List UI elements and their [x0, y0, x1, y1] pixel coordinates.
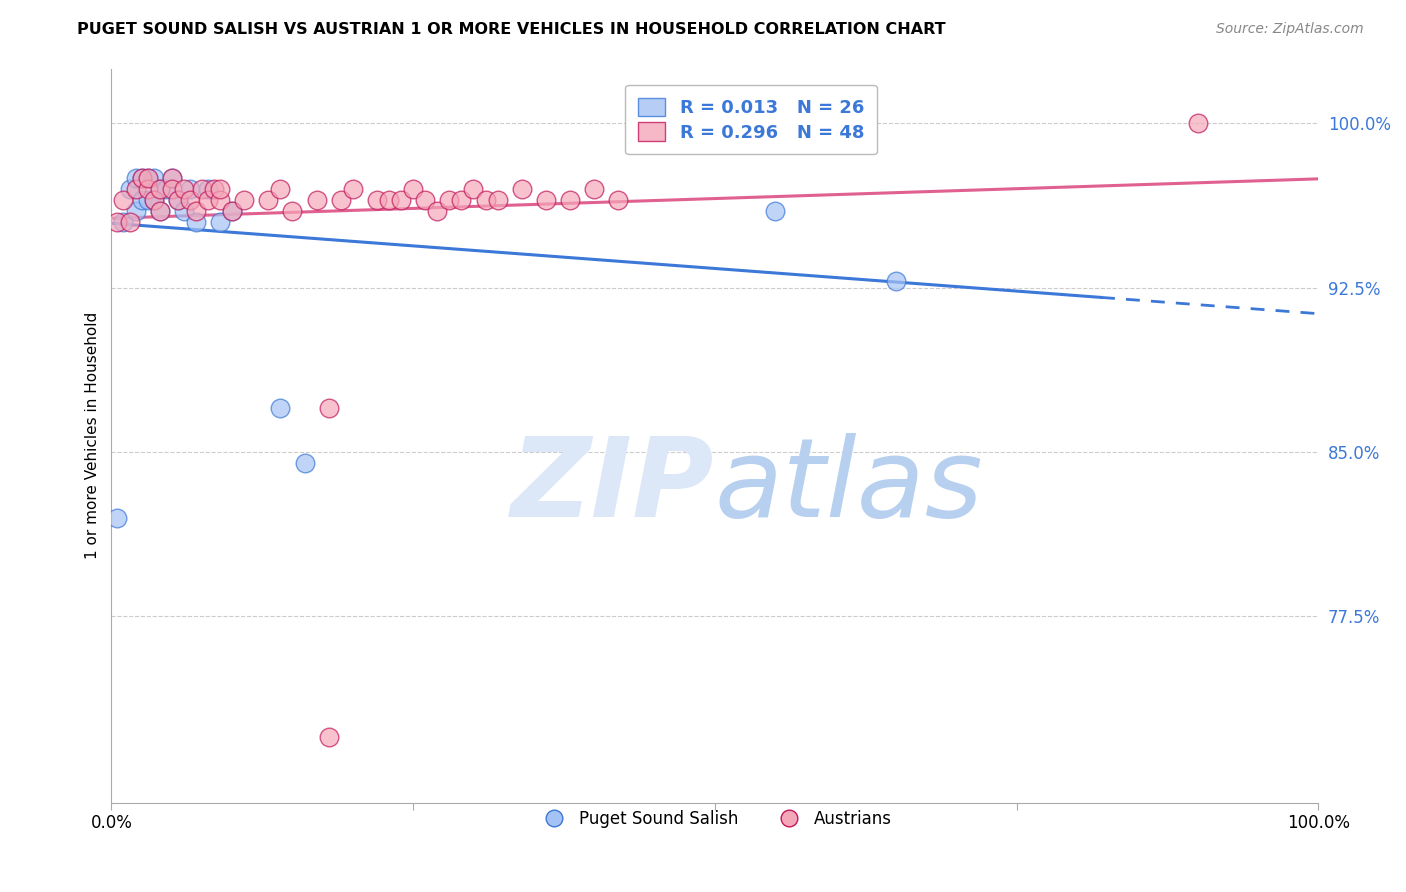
- Point: [197, 193, 219, 207]
- Point: [107, 510, 129, 524]
- Point: [142, 193, 165, 207]
- Point: [318, 401, 340, 416]
- Point: [136, 182, 159, 196]
- Point: [160, 182, 183, 196]
- Point: [155, 182, 177, 196]
- Point: [318, 730, 340, 744]
- Point: [257, 193, 280, 207]
- Point: [112, 193, 135, 207]
- Text: PUGET SOUND SALISH VS AUSTRIAN 1 OR MORE VEHICLES IN HOUSEHOLD CORRELATION CHART: PUGET SOUND SALISH VS AUSTRIAN 1 OR MORE…: [77, 22, 946, 37]
- Point: [131, 171, 153, 186]
- Point: [149, 203, 172, 218]
- Text: Source: ZipAtlas.com: Source: ZipAtlas.com: [1216, 22, 1364, 37]
- Point: [439, 193, 461, 207]
- Point: [136, 171, 159, 186]
- Point: [208, 182, 231, 196]
- Point: [136, 171, 159, 186]
- Point: [884, 274, 907, 288]
- Point: [160, 171, 183, 186]
- Point: [179, 193, 201, 207]
- Point: [149, 203, 172, 218]
- Point: [534, 193, 557, 207]
- Point: [173, 203, 195, 218]
- Point: [142, 171, 165, 186]
- Point: [281, 203, 304, 218]
- Point: [124, 182, 146, 196]
- Point: [112, 215, 135, 229]
- Point: [131, 193, 153, 207]
- Point: [607, 193, 630, 207]
- Point: [305, 193, 328, 207]
- Point: [191, 182, 214, 196]
- Point: [402, 182, 425, 196]
- Point: [413, 193, 436, 207]
- Point: [233, 193, 256, 207]
- Point: [510, 182, 533, 196]
- Point: [184, 215, 207, 229]
- Point: [583, 182, 606, 196]
- Point: [486, 193, 509, 207]
- Point: [221, 203, 243, 218]
- Point: [118, 215, 141, 229]
- Point: [173, 182, 195, 196]
- Point: [558, 193, 581, 207]
- Point: [378, 193, 401, 207]
- Point: [208, 193, 231, 207]
- Point: [166, 193, 188, 207]
- Point: [149, 182, 172, 196]
- Point: [389, 193, 412, 207]
- Point: [1187, 116, 1209, 130]
- Point: [118, 182, 141, 196]
- Point: [107, 215, 129, 229]
- Point: [136, 193, 159, 207]
- Point: [208, 215, 231, 229]
- Point: [269, 182, 291, 196]
- Point: [450, 193, 472, 207]
- Point: [131, 171, 153, 186]
- Point: [124, 171, 146, 186]
- Point: [149, 182, 172, 196]
- Point: [426, 203, 449, 218]
- Y-axis label: 1 or more Vehicles in Household: 1 or more Vehicles in Household: [86, 312, 100, 559]
- Point: [202, 182, 225, 196]
- Point: [166, 193, 188, 207]
- Point: [221, 203, 243, 218]
- Point: [463, 182, 485, 196]
- Point: [474, 193, 496, 207]
- Text: atlas: atlas: [714, 434, 983, 541]
- Point: [184, 203, 207, 218]
- Point: [124, 203, 146, 218]
- Point: [160, 171, 183, 186]
- Text: ZIP: ZIP: [512, 434, 714, 541]
- Point: [179, 182, 201, 196]
- Legend: Puget Sound Salish, Austrians: Puget Sound Salish, Austrians: [531, 804, 898, 835]
- Point: [294, 456, 316, 470]
- Point: [329, 193, 352, 207]
- Point: [366, 193, 388, 207]
- Point: [197, 182, 219, 196]
- Point: [269, 401, 291, 416]
- Point: [763, 203, 786, 218]
- Point: [142, 193, 165, 207]
- Point: [342, 182, 364, 196]
